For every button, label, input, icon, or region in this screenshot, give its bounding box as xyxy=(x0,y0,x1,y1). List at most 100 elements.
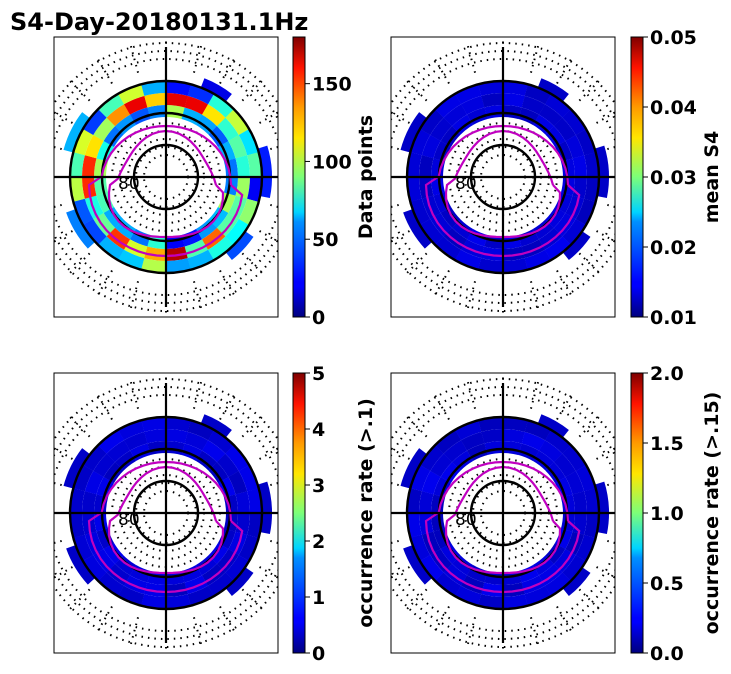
heatmap-cell xyxy=(478,416,504,432)
meridian-dotted-line xyxy=(128,281,140,313)
heatmap-cell xyxy=(539,440,563,463)
heatmap-cell xyxy=(562,555,587,582)
heatmap-cell xyxy=(187,84,215,105)
heatmap-cell xyxy=(562,219,587,246)
heatmap-cell xyxy=(247,488,262,514)
colorbar-tick-label: 0.01 xyxy=(650,307,697,329)
meridian-dotted-line xyxy=(465,617,477,649)
heatmap-cell xyxy=(478,81,504,96)
panel-2: 80 0.01 0.02 0.03 0.04 0.05 mean S4 xyxy=(390,27,723,329)
heatmap-cell xyxy=(184,239,208,259)
colorbar-tick-label: 100 xyxy=(312,151,352,173)
heatmap-cell xyxy=(545,429,572,454)
heatmap-cell xyxy=(123,575,148,595)
heatmap-cell xyxy=(407,487,422,513)
meridian-dotted-line xyxy=(403,588,428,613)
heatmap-cell xyxy=(572,155,587,178)
heatmap-cell xyxy=(73,128,94,156)
heatmap-cell xyxy=(565,531,585,556)
meridian-dotted-line xyxy=(54,447,73,460)
meridian-dotted-line xyxy=(465,281,477,313)
heatmap-cell xyxy=(584,177,599,203)
heatmap-cell xyxy=(481,582,503,597)
heatmap-cell xyxy=(66,545,96,585)
heatmap-cell xyxy=(140,594,166,609)
polar-plot: 80 xyxy=(391,37,615,317)
heatmap-cell xyxy=(419,218,444,245)
heatmap-cell xyxy=(225,109,250,136)
heatmap-cell xyxy=(208,126,229,148)
heatmap-cell xyxy=(225,567,254,597)
plot-frame xyxy=(390,36,616,318)
heatmap-cell xyxy=(521,95,546,115)
meridian-dotted-line xyxy=(596,230,615,243)
meridian-dotted-line xyxy=(128,41,140,73)
heatmap-cell xyxy=(195,555,217,576)
heatmap-cell xyxy=(196,114,218,135)
heatmap-cell xyxy=(421,470,441,495)
heatmap-cell xyxy=(502,258,528,273)
meridian-dotted-line xyxy=(578,77,603,102)
meridian-dotted-line xyxy=(556,55,574,84)
heatmap-cell xyxy=(187,249,214,270)
heatmap-cell xyxy=(117,585,145,606)
heatmap-cell xyxy=(114,219,136,240)
heatmap-cell xyxy=(539,104,563,127)
colorbar-tick-label: 4 xyxy=(312,419,325,441)
meridian-dotted-line xyxy=(465,41,477,73)
heatmap-cell xyxy=(82,155,97,177)
heatmap-cell xyxy=(544,236,571,261)
meridian-dotted-line xyxy=(219,55,237,84)
meridian-dotted-line xyxy=(529,617,541,649)
heatmap-cell xyxy=(228,195,248,220)
heatmap-cell xyxy=(553,453,576,478)
heatmap-cell xyxy=(503,81,529,96)
heatmap-cell xyxy=(407,151,422,177)
heatmap-cell xyxy=(454,585,482,606)
heatmap-cell xyxy=(216,117,239,142)
heatmap-cell xyxy=(124,431,148,451)
heatmap-cell xyxy=(187,585,214,606)
heatmap-cell xyxy=(82,444,107,471)
heatmap-cell xyxy=(533,114,555,135)
meridian-dotted-line xyxy=(432,606,450,635)
oval-contour-inner xyxy=(444,465,562,575)
heatmap-cell xyxy=(196,450,218,471)
heatmap-cell xyxy=(481,93,504,108)
heatmap-cell xyxy=(452,450,474,471)
heatmap-cell xyxy=(407,512,422,538)
meridian-dotted-line xyxy=(54,203,62,209)
heatmap-cell xyxy=(421,195,441,219)
heatmap-cell xyxy=(502,246,525,261)
heatmap-cell xyxy=(225,231,254,261)
meridian-dotted-line xyxy=(432,270,450,299)
heatmap-cell xyxy=(247,177,262,203)
figure-title: S4-Day-20180131.1Hz xyxy=(10,8,308,36)
heatmap-cell xyxy=(184,95,209,115)
latitude-label: 80 xyxy=(455,510,477,530)
heatmap-cell xyxy=(117,249,145,270)
meridian-dotted-line xyxy=(432,55,450,84)
heatmap-cell xyxy=(123,239,148,259)
meridian-dotted-line xyxy=(391,111,410,124)
colorbar-label: Data points xyxy=(355,115,377,239)
heatmap-cell xyxy=(477,594,503,609)
heatmap-cell xyxy=(166,429,188,444)
meridian-dotted-line xyxy=(529,281,541,313)
oval-contour-outer xyxy=(424,460,581,594)
meridian-dotted-line xyxy=(578,588,603,613)
heatmap-cell xyxy=(98,429,125,454)
heatmap-cell xyxy=(565,195,585,220)
meridian-dotted-line xyxy=(95,55,113,84)
heatmap-cell xyxy=(419,444,444,471)
meridian-dotted-line xyxy=(556,270,574,299)
oval-contour-outer xyxy=(87,124,244,258)
heatmap-cell xyxy=(93,453,116,477)
heatmap-cell xyxy=(410,198,431,225)
heatmap-cell xyxy=(461,431,485,451)
heatmap-cell xyxy=(434,572,461,597)
oval-contour-inner xyxy=(107,465,225,575)
heatmap-cell xyxy=(195,219,217,240)
